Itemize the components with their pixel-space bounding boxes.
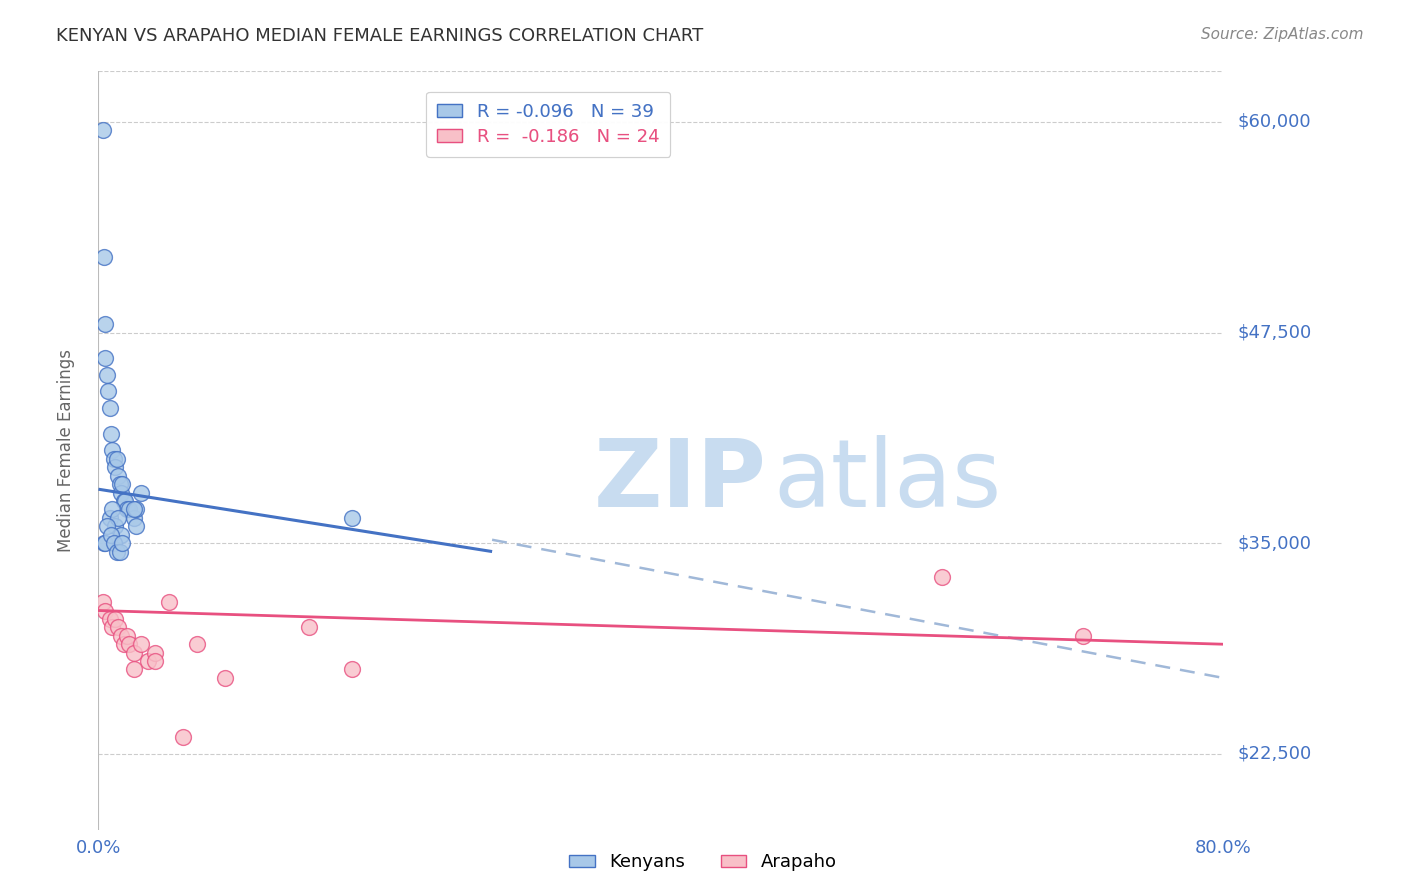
Point bbox=[118, 637, 141, 651]
Point bbox=[94, 536, 117, 550]
Point bbox=[110, 629, 132, 643]
Point bbox=[122, 663, 145, 677]
Point bbox=[94, 317, 117, 331]
Point bbox=[122, 511, 145, 525]
Point bbox=[122, 502, 145, 516]
Point bbox=[94, 603, 117, 617]
Point bbox=[143, 654, 166, 668]
Point bbox=[129, 637, 152, 651]
Point bbox=[172, 730, 194, 744]
Text: ZIP: ZIP bbox=[593, 434, 766, 527]
Text: $47,500: $47,500 bbox=[1237, 324, 1312, 342]
Point bbox=[136, 654, 159, 668]
Point bbox=[340, 663, 363, 677]
Point bbox=[340, 511, 363, 525]
Point bbox=[107, 620, 129, 634]
Point bbox=[94, 351, 117, 365]
Point bbox=[93, 536, 115, 550]
Point bbox=[114, 494, 136, 508]
Point bbox=[214, 671, 236, 685]
Point bbox=[93, 250, 115, 264]
Point bbox=[98, 401, 121, 416]
Point bbox=[129, 485, 152, 500]
Point bbox=[100, 527, 122, 541]
Point bbox=[105, 451, 128, 466]
Point bbox=[931, 570, 953, 584]
Point bbox=[1071, 629, 1094, 643]
Point bbox=[107, 468, 129, 483]
Point bbox=[101, 443, 124, 458]
Point bbox=[143, 646, 166, 660]
Point bbox=[111, 477, 134, 491]
Legend: Kenyans, Arapaho: Kenyans, Arapaho bbox=[562, 847, 844, 879]
Point bbox=[298, 620, 321, 634]
Point bbox=[100, 426, 122, 441]
Point bbox=[97, 384, 120, 399]
Point bbox=[125, 502, 148, 516]
Point bbox=[115, 502, 138, 516]
Text: $22,500: $22,500 bbox=[1237, 745, 1312, 763]
Text: atlas: atlas bbox=[773, 434, 1001, 527]
Text: Source: ZipAtlas.com: Source: ZipAtlas.com bbox=[1201, 27, 1364, 42]
Point bbox=[107, 511, 129, 525]
Text: KENYAN VS ARAPAHO MEDIAN FEMALE EARNINGS CORRELATION CHART: KENYAN VS ARAPAHO MEDIAN FEMALE EARNINGS… bbox=[56, 27, 703, 45]
Point bbox=[105, 544, 128, 558]
Legend: R = -0.096   N = 39, R =  -0.186   N = 24: R = -0.096 N = 39, R = -0.186 N = 24 bbox=[426, 92, 671, 157]
Point bbox=[98, 612, 121, 626]
Point bbox=[96, 519, 118, 533]
Point bbox=[103, 536, 125, 550]
Y-axis label: Median Female Earnings: Median Female Earnings bbox=[56, 349, 75, 552]
Text: $35,000: $35,000 bbox=[1237, 534, 1312, 552]
Point bbox=[91, 595, 114, 609]
Point bbox=[118, 502, 141, 516]
Point bbox=[103, 451, 125, 466]
Point bbox=[98, 511, 121, 525]
Point bbox=[101, 502, 124, 516]
Text: $60,000: $60,000 bbox=[1237, 113, 1310, 131]
Point bbox=[122, 646, 145, 660]
Point bbox=[108, 477, 131, 491]
Point bbox=[157, 595, 180, 609]
Point bbox=[104, 612, 127, 626]
Point bbox=[104, 519, 127, 533]
Point bbox=[96, 368, 118, 382]
Point bbox=[112, 637, 135, 651]
Point bbox=[125, 519, 148, 533]
Point bbox=[112, 494, 135, 508]
Point bbox=[101, 620, 124, 634]
Point bbox=[110, 485, 132, 500]
Point bbox=[111, 536, 134, 550]
Point bbox=[115, 629, 138, 643]
Point bbox=[110, 527, 132, 541]
Point bbox=[186, 637, 208, 651]
Point bbox=[104, 460, 127, 475]
Point bbox=[91, 123, 114, 137]
Point bbox=[108, 544, 131, 558]
